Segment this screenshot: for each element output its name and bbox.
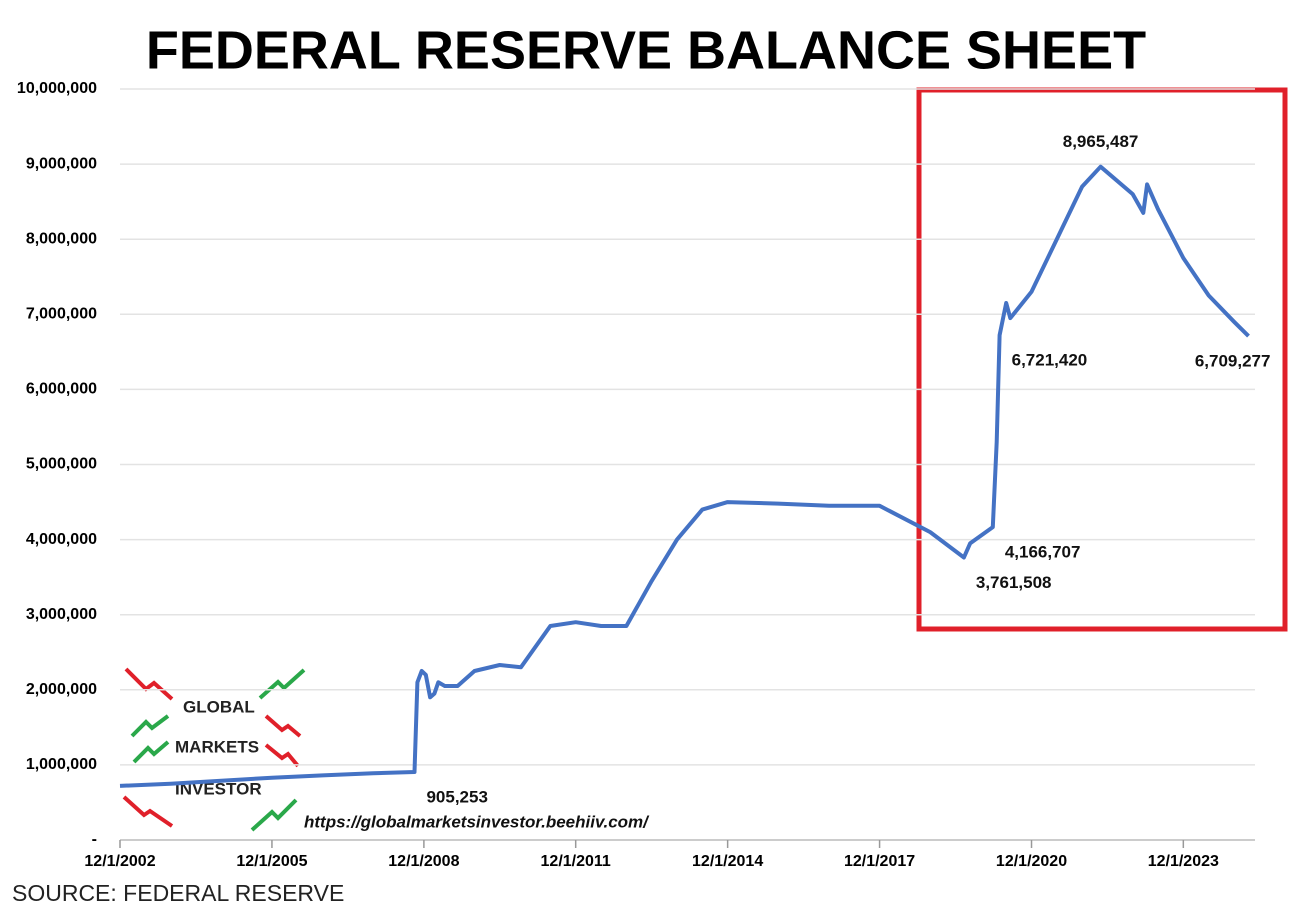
value-label: 4,166,707 [1005,543,1081,562]
logo-url: https://globalmarketsinvestor.beehiiv.co… [304,812,650,831]
x-tick-label: 12/1/2008 [388,853,459,870]
value-label: 3,761,508 [976,573,1052,592]
arrow-down [264,714,302,738]
chart-title: FEDERAL RESERVE BALANCE SHEET [146,20,1146,80]
value-label: 905,253 [426,787,487,806]
x-tick-label: 12/1/2002 [84,853,155,870]
logo-text: GLOBAL [183,697,255,716]
y-tick-label: 4,000,000 [26,531,97,548]
value-label: 6,721,420 [1012,351,1088,370]
arrow-down [124,667,174,701]
arrow-up [132,740,170,764]
y-tick-label: 10,000,000 [17,80,97,97]
y-tick-label: - [92,831,97,848]
y-tick-label: 9,000,000 [26,155,97,172]
logo-text: MARKETS [175,737,259,756]
highlight-box [916,87,1288,632]
y-tick-label: 2,000,000 [26,681,97,698]
y-tick-label: 8,000,000 [26,230,97,247]
y-tick-label: 5,000,000 [26,456,97,473]
x-tick-label: 12/1/2020 [996,853,1067,870]
logo-text: INVESTOR [175,779,262,798]
x-tick-label: 12/1/2011 [541,853,611,870]
x-tick-label: 12/1/2014 [692,853,763,870]
value-label: 6,709,277 [1195,352,1271,371]
source: SOURCE: FEDERAL RESERVE [12,880,344,906]
x-tick-label: 12/1/2017 [844,853,915,870]
arrow-up [250,798,298,832]
y-tick-label: 6,000,000 [26,381,97,398]
arrow-down [264,743,300,768]
x-tick-label: 12/1/2023 [1148,853,1219,870]
y-tick-label: 3,000,000 [26,606,97,623]
y-tick-label: 1,000,000 [26,756,97,773]
value-label: 8,965,487 [1063,132,1139,151]
x-tick-label: 12/1/2005 [236,853,307,870]
arrow-up [130,714,170,738]
data-line [119,164,1250,788]
arrow-down [122,795,174,828]
y-tick-label: 7,000,000 [26,306,97,323]
